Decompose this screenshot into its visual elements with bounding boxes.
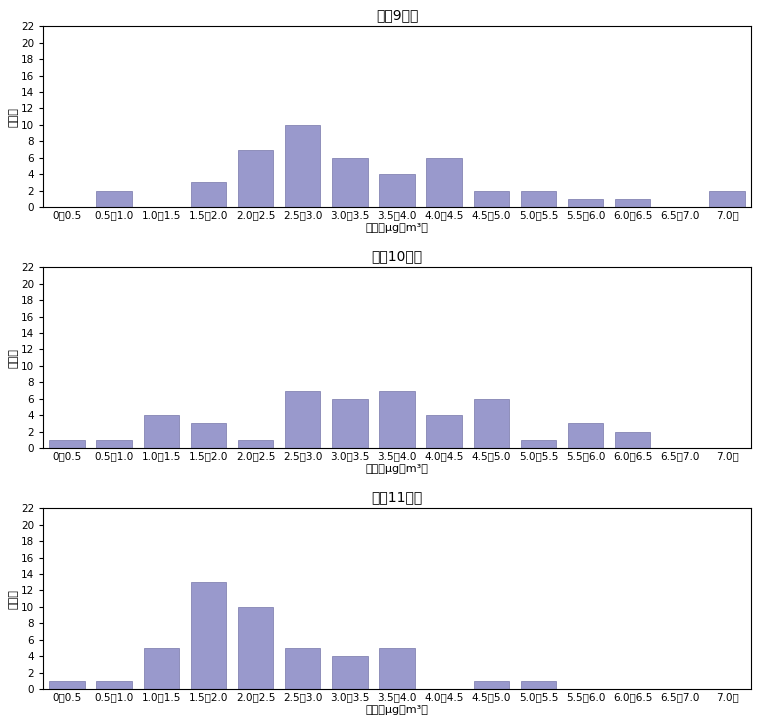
X-axis label: 濃度（μg／m³）: 濃度（μg／m³） (366, 223, 429, 233)
Bar (49, 440, 85, 448)
Bar (143, 648, 179, 689)
Bar (96, 191, 132, 207)
Bar (427, 415, 462, 448)
Bar (474, 399, 509, 448)
Y-axis label: 地点数: 地点数 (8, 589, 18, 609)
Bar (96, 440, 132, 448)
Bar (191, 182, 226, 207)
Bar (285, 648, 320, 689)
Bar (143, 415, 179, 448)
X-axis label: 濃度（μg／m³）: 濃度（μg／m³） (366, 463, 429, 474)
Bar (521, 681, 556, 689)
Bar (474, 681, 509, 689)
Title: 平成11年度: 平成11年度 (371, 490, 423, 505)
Title: 平成10年度: 平成10年度 (371, 249, 423, 263)
Bar (568, 199, 603, 207)
Bar (568, 424, 603, 448)
Bar (615, 199, 650, 207)
Bar (285, 125, 320, 207)
Bar (474, 191, 509, 207)
Bar (238, 607, 273, 689)
Bar (191, 582, 226, 689)
Bar (380, 648, 414, 689)
Y-axis label: 地点数: 地点数 (8, 107, 18, 127)
Bar (238, 150, 273, 207)
Bar (521, 191, 556, 207)
Bar (710, 191, 745, 207)
Title: 平成9年度: 平成9年度 (376, 9, 418, 22)
Bar (380, 390, 414, 448)
Bar (521, 440, 556, 448)
Bar (380, 174, 414, 207)
Bar (49, 681, 85, 689)
X-axis label: 濃度（μg／m³）: 濃度（μg／m³） (366, 705, 429, 714)
Bar (238, 440, 273, 448)
Bar (191, 424, 226, 448)
Bar (332, 399, 367, 448)
Y-axis label: 地点数: 地点数 (8, 348, 18, 367)
Bar (285, 390, 320, 448)
Bar (615, 432, 650, 448)
Bar (96, 681, 132, 689)
Bar (332, 158, 367, 207)
Bar (332, 656, 367, 689)
Bar (427, 158, 462, 207)
